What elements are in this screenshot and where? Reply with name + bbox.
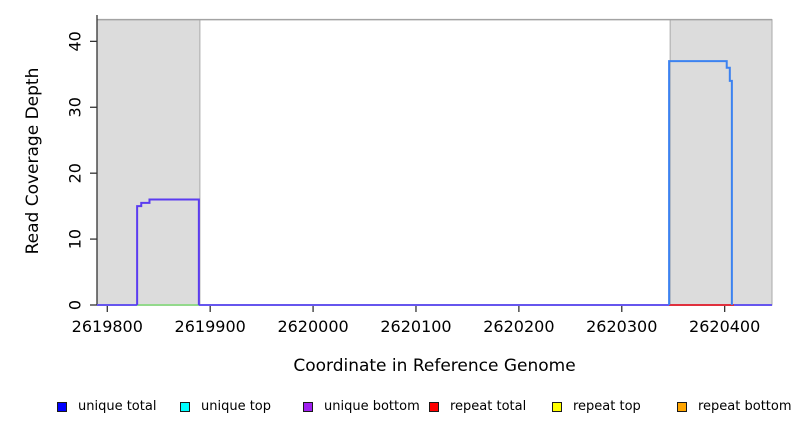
x-tick-label: 2620000 [277,317,348,336]
legend-label: unique top [201,399,272,414]
y-tick-label: 30 [66,97,85,117]
shaded-region [96,19,201,306]
legend-swatch-unique-top [180,401,190,412]
legend-item-repeat-total: repeat total [429,399,526,414]
y-tick-label: 10 [66,229,85,249]
x-tick-label: 2620200 [483,317,554,336]
x-tick-label: 2620400 [689,317,760,336]
legend-label: repeat total [450,399,527,414]
legend-swatch-repeat-top [552,401,562,412]
legend-label: unique bottom [324,399,420,414]
legend-label: unique total [78,399,157,414]
legend-item-unique-bottom: unique bottom [303,399,420,414]
legend-swatch-unique-total [57,401,67,412]
y-tick-label: 40 [66,31,85,51]
shaded-region [669,19,773,306]
legend-swatch-unique-bottom [303,401,313,412]
legend-item-repeat-bottom: repeat bottom [677,399,792,414]
x-tick-label: 2620300 [586,317,657,336]
legend: unique total unique top unique bottom repea… [0,399,792,421]
x-axis-label: Coordinate in Reference Genome [293,356,576,376]
y-tick-label: 20 [66,163,85,183]
legend-item-unique-total: unique total [57,399,156,414]
legend-swatch-repeat-bottom [677,401,687,412]
x-tick-label: 2619800 [72,317,143,336]
series-line-4 [668,60,733,305]
legend-label: repeat bottom [698,399,792,414]
series-line-3 [136,198,200,305]
x-tick-label: 2620100 [380,317,451,336]
x-tick-label: 2619900 [175,317,246,336]
legend-item-unique-top: unique top [180,399,271,414]
y-tick-label: 0 [66,300,85,310]
y-axis-label: Read Coverage Depth [23,67,43,255]
legend-label: repeat top [573,399,641,414]
legend-swatch-repeat-total [429,401,439,412]
legend-item-repeat-top: repeat top [552,399,641,414]
